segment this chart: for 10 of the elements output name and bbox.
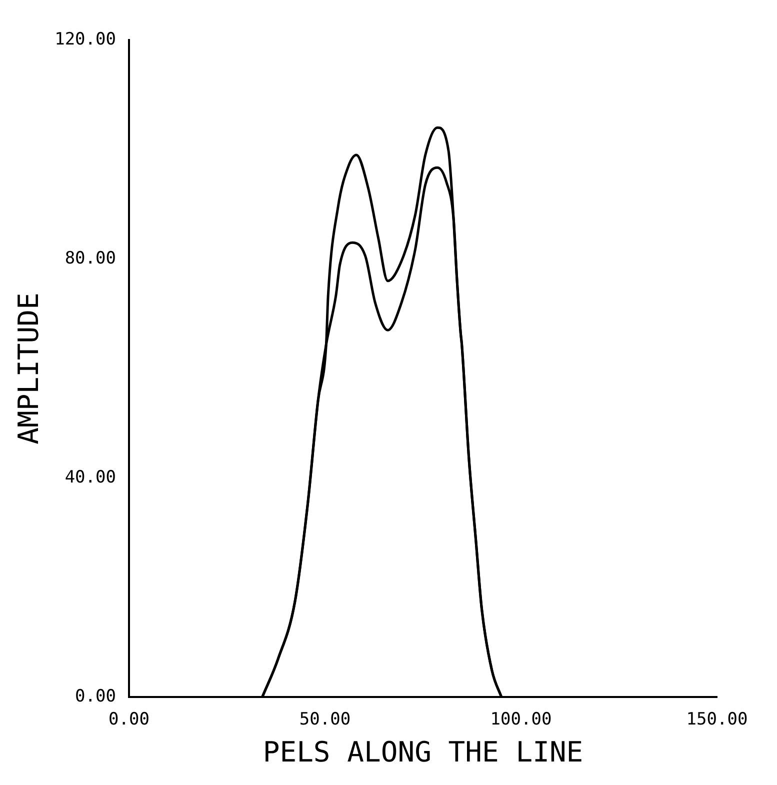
x-tick-label: 100.00 [490, 710, 552, 730]
y-tick-label: 0.00 [75, 686, 116, 706]
y-axis-title: AMPLITUDE [12, 292, 46, 444]
y-tick-label: 80.00 [64, 248, 116, 268]
y-tick-label: 40.00 [64, 467, 116, 488]
y-tick-label: 120.00 [54, 29, 116, 50]
x-tick-label: 0.00 [108, 710, 150, 730]
x-tick-label: 50.00 [299, 710, 351, 730]
x-axis-title: PELS ALONG THE LINE [262, 735, 584, 768]
x-tick-label: 150.00 [686, 710, 748, 730]
